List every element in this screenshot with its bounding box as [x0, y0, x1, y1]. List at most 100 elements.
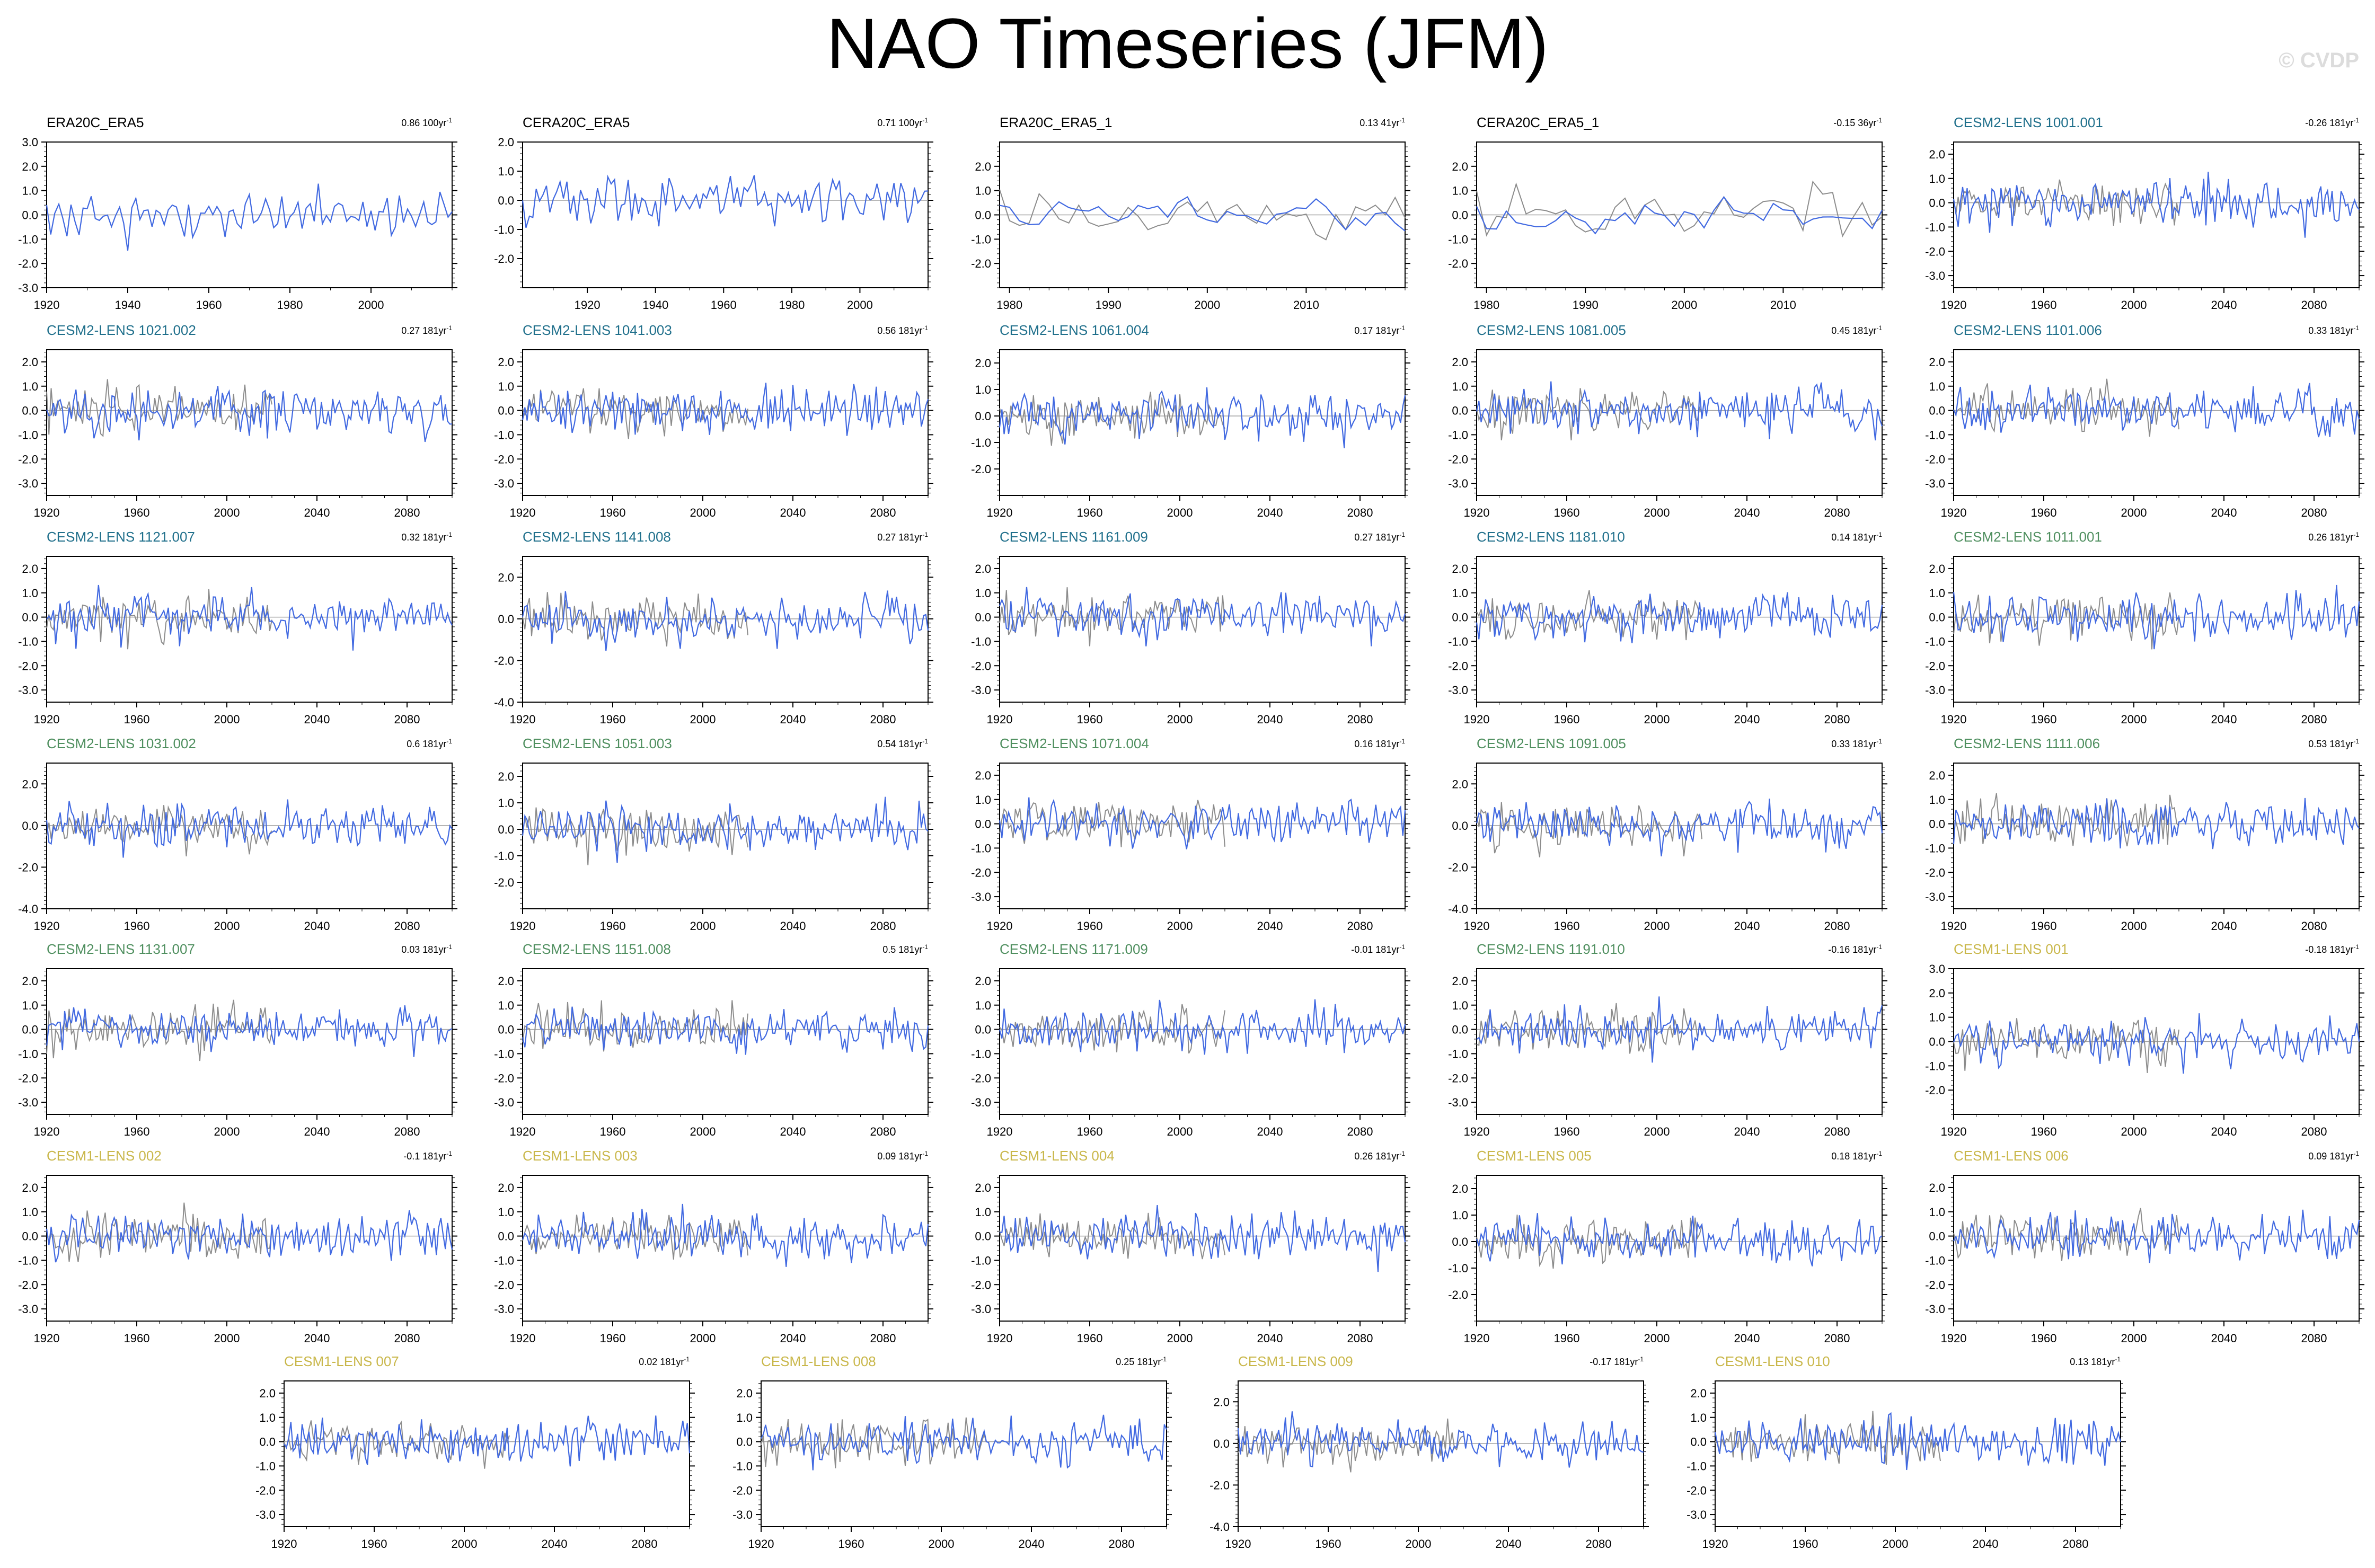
y-tick-label: -2.0 [1448, 861, 1468, 874]
x-tick-label: 2000 [214, 506, 240, 519]
panel-trend: 0.03 181yr-1 [401, 943, 452, 955]
x-tick-label: 2040 [304, 506, 330, 519]
x-tick-label: 1940 [642, 298, 668, 312]
model-series-line [522, 796, 929, 863]
panel-trend: 0.26 181yr-1 [1354, 1150, 1405, 1162]
y-tick-label: 2.0 [22, 562, 38, 575]
obs-series-line [1953, 793, 2179, 847]
x-tick-label: 2080 [1586, 1537, 1612, 1551]
y-tick-label: -1.0 [494, 1254, 514, 1267]
y-tick-label: -2.0 [1925, 245, 1945, 258]
x-tick-label: 2000 [2121, 919, 2147, 933]
x-tick-label: 2080 [2301, 919, 2327, 933]
x-tick-label: 2040 [1257, 919, 1283, 933]
x-tick-label: 2000 [214, 1332, 240, 1345]
panel-title: CESM2-LENS 1041.003 [523, 322, 672, 338]
panel-trend: 0.71 100yr-1 [877, 117, 928, 128]
y-tick-label: 0.0 [22, 1230, 38, 1243]
x-tick-label: 1960 [1077, 506, 1103, 519]
x-tick-label: 1960 [711, 298, 737, 312]
y-tick-label: -1.0 [1448, 428, 1468, 441]
panel-title: CESM1-LENS 007 [284, 1353, 399, 1369]
panel-7: CESM2-LENS 1041.003 0.56 181yr-1 2.0 1.0 0.0… [494, 322, 933, 519]
y-tick-label: 2.0 [22, 777, 38, 791]
panel-title: CESM2-LENS 1151.008 [523, 941, 671, 957]
y-tick-label: -2.0 [1687, 1484, 1707, 1497]
model-series-line [761, 1414, 1168, 1470]
panel-trend: 0.27 181yr-1 [401, 324, 452, 336]
y-tick-label: -2.0 [1925, 866, 1945, 879]
obs-series-line [999, 800, 1225, 847]
y-tick-label: 1.0 [22, 1206, 38, 1219]
panel-12: CESM2-LENS 1141.008 0.27 181yr-1 2.0 0.0 -2.… [494, 529, 933, 726]
y-tick-label: 0.0 [1452, 1023, 1468, 1037]
panel-8: CESM2-LENS 1061.004 0.17 181yr-1 2.0 1.0 0.0… [971, 322, 1410, 519]
panel-trend: -0.01 181yr-1 [1351, 943, 1405, 955]
y-tick-label: 0.0 [736, 1436, 753, 1449]
panel-frame [999, 763, 1406, 909]
x-tick-label: 2000 [358, 298, 384, 312]
x-tick-label: 2040 [1734, 1125, 1760, 1138]
y-tick-label: -1.0 [255, 1459, 276, 1473]
x-tick-label: 2080 [1824, 1125, 1850, 1138]
y-tick-label: -2.0 [494, 453, 514, 466]
panel-title: CESM2-LENS 1171.009 [1000, 941, 1148, 957]
model-series-line [284, 1415, 691, 1467]
x-tick-label: 2000 [690, 919, 716, 933]
x-tick-label: 2000 [214, 713, 240, 726]
x-tick-label: 2000 [2121, 1332, 2147, 1345]
panel-trend: 0.17 181yr-1 [1354, 324, 1405, 336]
x-tick-label: 2040 [2211, 713, 2237, 726]
y-tick-label: 1.0 [259, 1411, 276, 1424]
model-series-line [1714, 1412, 2122, 1470]
panel-24: CESM2-LENS 1191.010 -0.16 181yr-1 2.0 1.0 0.… [1448, 941, 1887, 1138]
panel-trend: 0.45 181yr-1 [1831, 324, 1882, 336]
panel-frame [522, 141, 929, 288]
panel-frame [522, 556, 929, 703]
x-tick-label: 2080 [1347, 713, 1373, 726]
y-tick-label: 0.0 [1452, 611, 1468, 624]
y-tick-label: -2.0 [494, 252, 514, 265]
panel-title: CESM2-LENS 1091.005 [1477, 736, 1626, 751]
y-tick-label: 1.0 [736, 1411, 753, 1424]
y-tick-label: -2.0 [971, 866, 991, 879]
x-tick-label: 2000 [1644, 713, 1670, 726]
y-tick-label: 2.0 [975, 769, 991, 782]
y-tick-label: -2.0 [1448, 257, 1468, 270]
y-tick-label: -1.0 [1925, 841, 1945, 855]
y-tick-label: -2.0 [1209, 1478, 1230, 1492]
y-tick-label: -2.0 [18, 861, 38, 874]
x-tick-label: 2000 [929, 1537, 955, 1551]
panel-title: CESM2-LENS 1121.007 [47, 529, 195, 545]
y-tick-label: -4.0 [494, 696, 514, 709]
y-tick-label: 2.0 [1213, 1395, 1230, 1408]
x-tick-label: 1920 [1464, 1125, 1490, 1138]
x-tick-label: 2000 [1644, 506, 1670, 519]
y-tick-label: 2.0 [498, 571, 514, 584]
panel-10: CESM2-LENS 1101.006 0.33 181yr-1 2.0 1.0 0.0… [1925, 322, 2364, 519]
model-series-line [1953, 1013, 2360, 1074]
panel-34: CESM1-LENS 010 0.13 181yr-1 2.0 1.0 0.0 -1.0 -… [1687, 1353, 2126, 1551]
y-tick-label: -2.0 [971, 1278, 991, 1291]
y-tick-label: 1.0 [22, 999, 38, 1012]
x-tick-label: 2000 [1167, 1332, 1193, 1345]
y-tick-label: -1.0 [1925, 635, 1945, 648]
x-tick-label: 2000 [1167, 506, 1193, 519]
x-tick-label: 2040 [304, 1125, 330, 1138]
y-tick-label: -2.0 [1925, 453, 1945, 466]
panel-frame [1953, 763, 2360, 909]
x-tick-label: 1920 [1702, 1537, 1728, 1551]
y-tick-label: -3.0 [971, 1096, 991, 1109]
y-tick-label: -2.0 [1448, 1288, 1468, 1301]
y-tick-label: -3.0 [255, 1508, 276, 1521]
obs-series-line [46, 805, 272, 857]
panel-trend: 0.5 181yr-1 [882, 943, 928, 955]
x-tick-label: 1920 [510, 713, 536, 726]
x-tick-label: 1960 [838, 1537, 864, 1551]
model-series-line [999, 387, 1406, 449]
y-tick-label: 0.0 [498, 1230, 514, 1243]
y-tick-label: -1.0 [18, 233, 38, 246]
x-tick-label: 1920 [1941, 506, 1967, 519]
x-tick-label: 2000 [452, 1537, 478, 1551]
model-series-line [1476, 592, 1883, 643]
